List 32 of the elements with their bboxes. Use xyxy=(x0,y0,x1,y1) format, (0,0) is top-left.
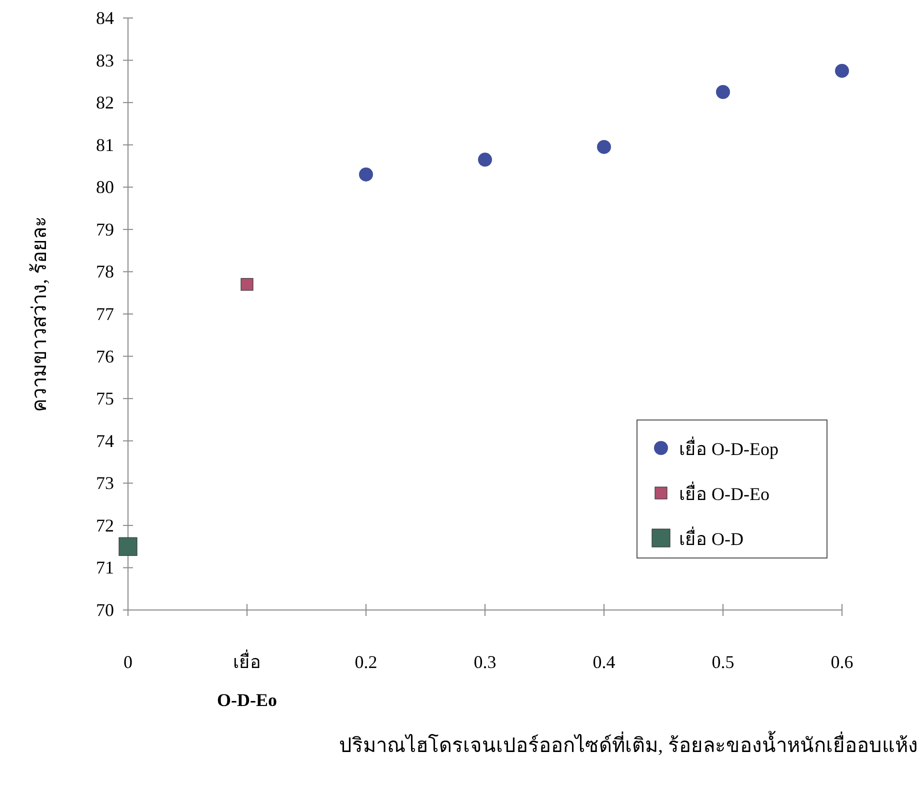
point xyxy=(597,140,611,154)
y-tick-label: 77 xyxy=(96,304,114,324)
y-axis-title: ความขาวสว่าง, ร้อยละ xyxy=(29,216,51,412)
legend-label: เยื่อ O-D-Eo xyxy=(679,481,770,504)
point xyxy=(359,167,373,182)
x-tick-label: เยื่อ O-D-Eo xyxy=(217,649,277,710)
y-tick-label: 75 xyxy=(96,388,114,409)
x-tick-label: 0.3 xyxy=(474,652,496,672)
y-tick-label: 71 xyxy=(96,558,114,578)
point xyxy=(478,152,492,167)
x-tick-label: 0.2 xyxy=(354,652,378,672)
y-tick-label: 80 xyxy=(96,177,114,198)
legend-label: เยื่อ O-D-Eop xyxy=(679,436,778,459)
y-tick-label: 72 xyxy=(96,515,114,536)
x-tick-label: 0.4 xyxy=(592,652,616,672)
y-tick-label: 70 xyxy=(96,600,114,620)
y-tick-label: 82 xyxy=(96,92,114,113)
y-tick-label: 84 xyxy=(96,8,114,28)
y-tick-label: 74 xyxy=(96,430,114,451)
y-tick-label: 79 xyxy=(96,219,114,240)
x-tick-label: 0 xyxy=(124,652,132,672)
y-tick-label: 73 xyxy=(96,473,114,494)
x-tick-label: 0.6 xyxy=(830,652,854,672)
y-tick-label: 78 xyxy=(96,262,114,282)
y-tick-label: 81 xyxy=(96,134,114,155)
point xyxy=(716,85,730,99)
x-tick-label: 0.5 xyxy=(712,652,734,672)
y-tick-label: 76 xyxy=(96,346,114,366)
x-axis-title: ปริมาณไฮโดรเจนเปอร์ออกไซด์ที่เติม, ร้อยละของน้ำหนักเยื่ออบแห้ง xyxy=(339,731,918,757)
legend-label: เยื่อ O-D xyxy=(679,526,744,549)
point xyxy=(835,64,849,78)
y-tick-label: 83 xyxy=(96,50,114,70)
